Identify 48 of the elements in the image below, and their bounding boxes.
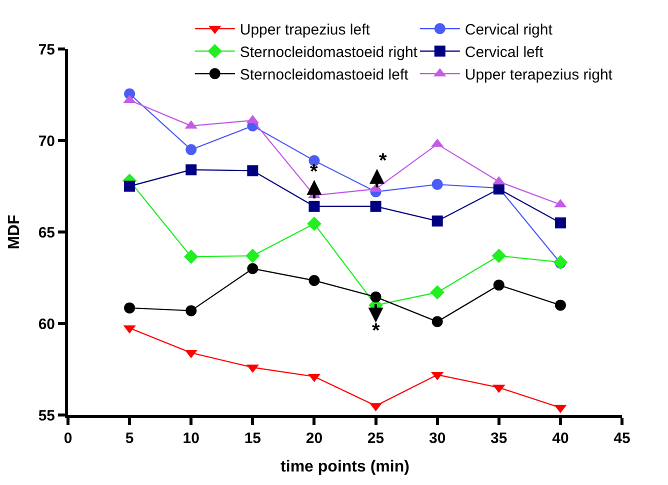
legend-label: Upper trapezius left <box>240 22 371 38</box>
point <box>124 180 136 192</box>
x-tick-label: 20 <box>306 430 323 447</box>
x-tick-label: 15 <box>244 430 262 447</box>
point <box>432 316 443 328</box>
x-tick-label: 40 <box>552 430 569 447</box>
point <box>186 305 197 316</box>
point <box>493 280 504 291</box>
point <box>307 216 322 231</box>
point <box>184 250 198 264</box>
point <box>247 263 258 274</box>
y-axis-title: MDF <box>6 214 24 250</box>
x-tick-label: 10 <box>182 430 200 447</box>
legend-label: Upper terapezius right <box>464 66 614 84</box>
point <box>554 217 566 228</box>
x-tick-label: 0 <box>64 430 72 447</box>
y-tick-label: 60 <box>38 316 55 333</box>
point <box>370 291 382 302</box>
x-axis-title: time points (min) <box>280 458 410 476</box>
legend-label: Sternocleidomastoeid right <box>240 44 418 61</box>
x-tick-label: 25 <box>367 430 384 447</box>
point <box>308 274 320 286</box>
x-tick-label: 5 <box>125 430 134 447</box>
point <box>308 200 320 212</box>
point <box>430 285 444 300</box>
point <box>186 164 197 176</box>
point <box>554 300 566 311</box>
x-tick-label: 35 <box>490 430 508 447</box>
point <box>186 144 197 156</box>
point <box>432 216 443 227</box>
legend-label: Cervical right <box>464 22 554 38</box>
annotation: * <box>379 150 387 172</box>
y-tick-label: 75 <box>38 41 55 58</box>
legend-label: Sternocleidomastoeid left <box>240 66 410 84</box>
annotation: * <box>310 161 318 183</box>
legend-label: Cervical left <box>464 44 544 61</box>
point <box>246 248 260 263</box>
annotation: * <box>372 320 380 342</box>
point <box>432 178 443 190</box>
x-tick-label: 45 <box>614 430 630 447</box>
y-tick-label: 65 <box>38 224 55 242</box>
point <box>370 200 382 212</box>
y-tick-label: 70 <box>38 132 55 150</box>
point <box>124 302 136 314</box>
point <box>492 248 506 263</box>
y-tick-label: 55 <box>38 407 55 424</box>
x-tick-label: 30 <box>428 430 446 447</box>
point <box>247 165 258 176</box>
